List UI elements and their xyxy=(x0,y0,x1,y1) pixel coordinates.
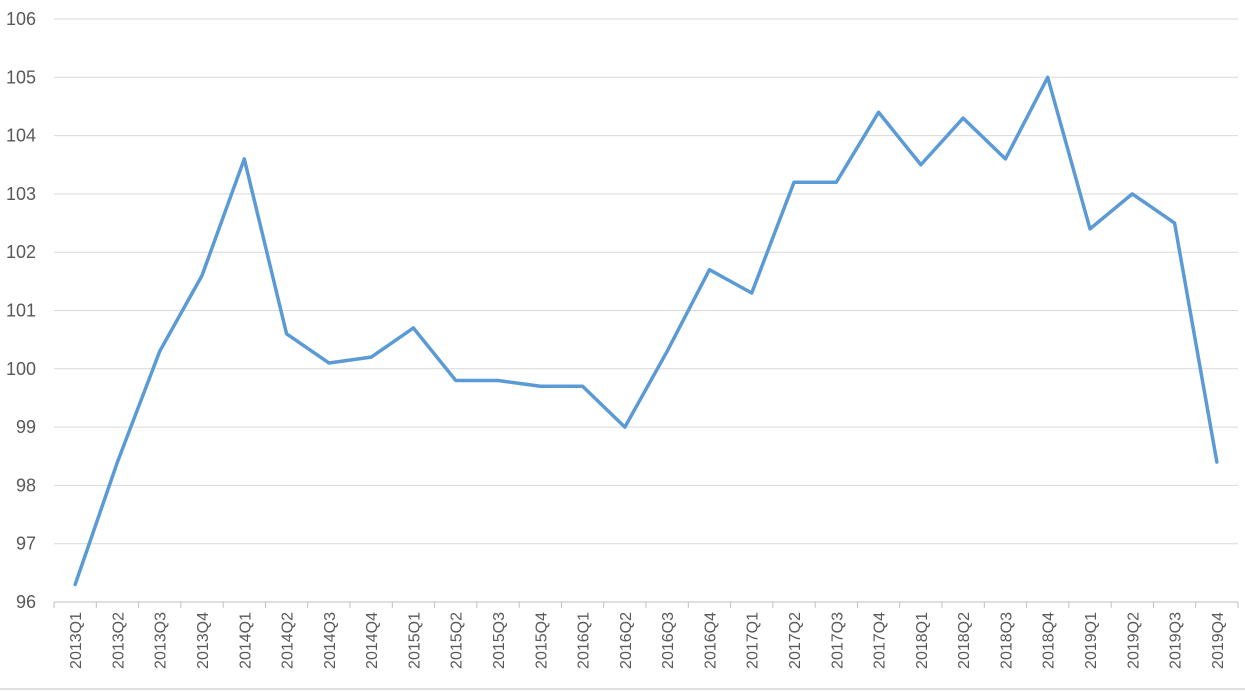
x-tick-label: 2016Q1 xyxy=(576,612,593,669)
x-tick-label: 2014Q3 xyxy=(322,612,339,669)
series-layer xyxy=(73,75,1219,587)
data-point xyxy=(327,361,331,365)
data-point xyxy=(919,163,923,167)
data-point xyxy=(581,384,585,388)
x-tick-label: 2019Q2 xyxy=(1125,612,1142,669)
x-tick-label: 2018Q2 xyxy=(956,612,973,669)
x-tick-label: 2013Q1 xyxy=(68,612,85,669)
data-point xyxy=(1088,227,1092,231)
y-tick-label: 105 xyxy=(6,67,36,87)
x-tick-label: 2017Q4 xyxy=(872,612,889,669)
gridlines xyxy=(54,18,1238,545)
y-tick-label: 96 xyxy=(16,592,36,612)
data-point xyxy=(369,355,373,359)
x-tick-label: 2013Q3 xyxy=(153,612,170,669)
x-axis-ticks: 2013Q1 2013Q2 2013Q3 2013Q4 2014Q1 2014Q2 2014… xyxy=(68,612,1227,669)
x-tick-label: 2013Q4 xyxy=(195,612,212,669)
x-tick-label: 2019Q1 xyxy=(1083,612,1100,669)
data-point xyxy=(834,180,838,184)
x-tick-label: 2014Q1 xyxy=(237,612,254,669)
x-tick-label: 2017Q2 xyxy=(787,612,804,669)
x-tick-label: 2016Q4 xyxy=(702,612,719,669)
x-tick-label: 2017Q3 xyxy=(829,612,846,669)
x-tick-label: 2013Q2 xyxy=(110,612,127,669)
y-tick-label: 104 xyxy=(6,126,36,146)
data-point xyxy=(750,291,754,295)
x-tick-label: 2014Q4 xyxy=(364,612,381,669)
x-tick-label: 2019Q3 xyxy=(1168,612,1185,669)
x-tick-label: 2017Q1 xyxy=(745,612,762,669)
data-point xyxy=(665,349,669,353)
data-point xyxy=(158,349,162,353)
x-tick-label: 2015Q4 xyxy=(533,612,550,669)
x-tick-label: 2016Q2 xyxy=(618,612,635,669)
x-tick-label: 2015Q2 xyxy=(449,612,466,669)
y-tick-label: 102 xyxy=(6,242,36,262)
x-tick-label: 2016Q3 xyxy=(660,612,677,669)
y-tick-label: 103 xyxy=(6,184,36,204)
y-tick-label: 100 xyxy=(6,359,36,379)
data-point xyxy=(538,384,542,388)
x-tick-label: 2018Q4 xyxy=(1041,612,1058,669)
x-tick-label: 2015Q1 xyxy=(406,612,423,669)
data-point xyxy=(1003,157,1007,161)
x-tick-label: 2018Q3 xyxy=(998,612,1015,669)
y-tick-label: 101 xyxy=(6,301,36,321)
axes xyxy=(0,601,1245,690)
data-point xyxy=(73,583,77,587)
data-point xyxy=(1046,75,1050,79)
y-tick-label: 99 xyxy=(16,417,36,437)
data-point xyxy=(877,110,881,114)
data-point xyxy=(285,332,289,336)
data-point xyxy=(961,116,965,120)
y-tick-label: 98 xyxy=(16,475,36,495)
data-point xyxy=(496,378,500,382)
data-point xyxy=(242,157,246,161)
series-line-0 xyxy=(73,75,1219,587)
data-point xyxy=(1130,192,1134,196)
data-point xyxy=(792,180,796,184)
data-point xyxy=(200,274,204,278)
y-axis-ticks: 96 97 98 99 100 101 102 103 104 105 106 xyxy=(6,9,36,612)
data-point xyxy=(623,425,627,429)
y-tick-label: 97 xyxy=(16,534,36,554)
data-point xyxy=(454,378,458,382)
x-tick-label: 2015Q3 xyxy=(491,612,508,669)
data-point xyxy=(707,268,711,272)
data-point xyxy=(115,460,119,464)
data-point xyxy=(411,326,415,330)
data-point xyxy=(1173,221,1177,225)
x-tick-label: 2014Q2 xyxy=(280,612,297,669)
y-tick-label: 106 xyxy=(6,9,36,29)
data-point xyxy=(1215,460,1219,464)
x-tick-label: 2018Q1 xyxy=(914,612,931,669)
x-tick-label: 2019Q4 xyxy=(1210,612,1227,669)
